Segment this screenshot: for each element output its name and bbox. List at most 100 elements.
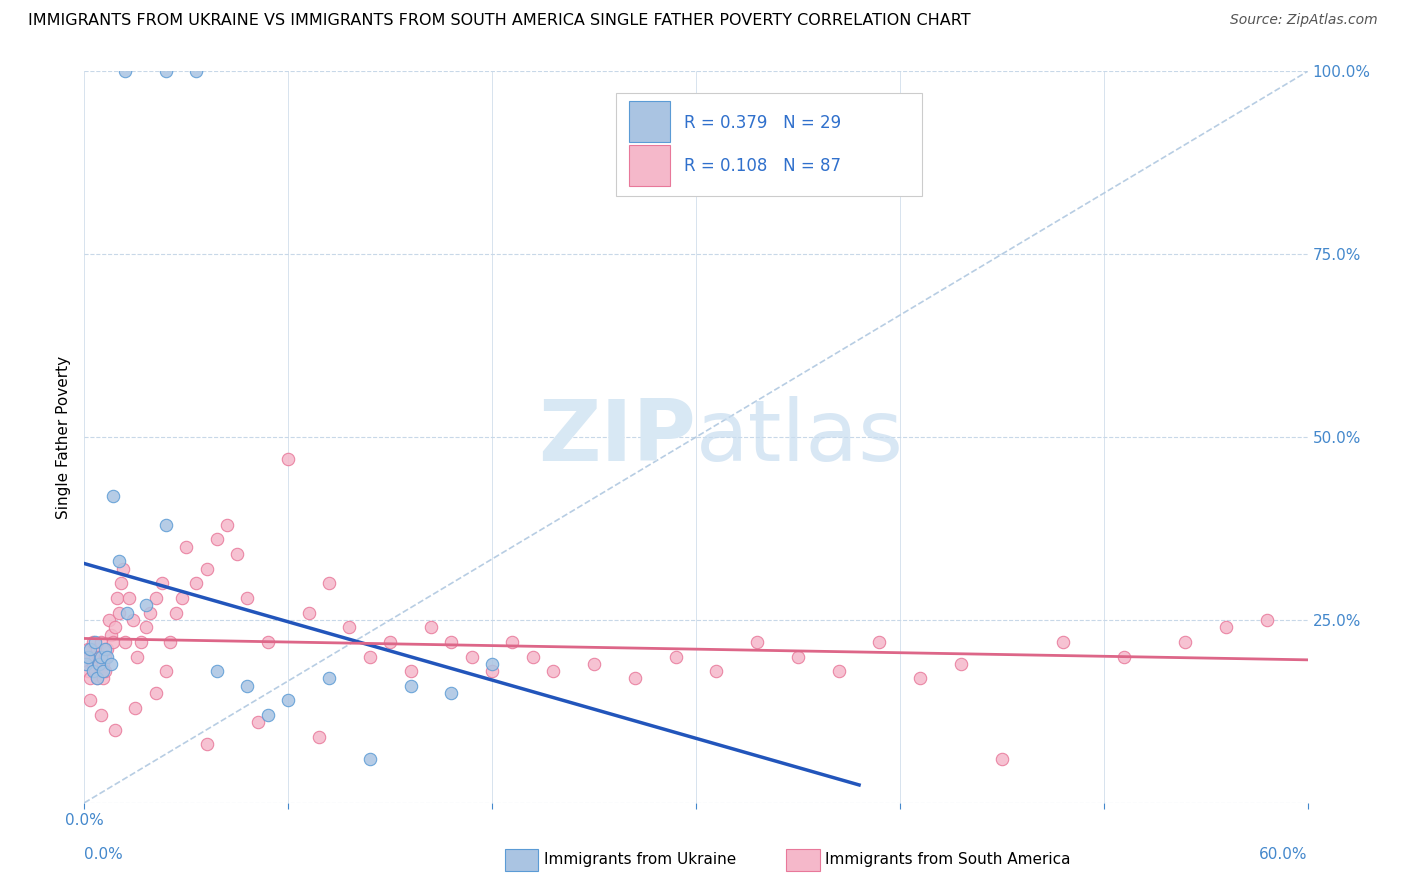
Point [91,672,114,686]
Point [186,64,208,78]
Point [110,576,132,591]
Point [90,708,112,723]
Text: atlas: atlas [696,395,904,479]
Point [86,642,108,657]
Point [79,642,101,657]
Point [114,635,136,649]
Point [246,715,269,730]
Point [205,664,228,678]
Point [97,613,120,627]
Point [96,642,118,657]
Y-axis label: Single Father Poverty: Single Father Poverty [56,356,72,518]
Point [787,649,810,664]
Point [87,657,110,671]
Point [318,672,340,686]
Point [308,730,330,744]
Point [1174,635,1197,649]
Point [127,649,149,664]
Point [108,606,131,620]
Point [155,517,177,532]
Point [1256,613,1278,627]
Point [205,533,228,547]
Point [100,657,122,671]
Point [186,576,208,591]
Point [1215,620,1237,634]
Point [115,606,138,620]
FancyBboxPatch shape [616,94,922,195]
Point [87,649,110,664]
Point [318,576,340,591]
Point [150,576,173,591]
Text: Immigrants from South America: Immigrants from South America [825,853,1071,867]
Point [665,649,688,664]
Point [1114,649,1136,664]
Point [165,606,187,620]
Point [236,591,259,605]
Point [910,672,932,686]
Point [624,672,647,686]
Point [114,64,136,78]
Point [174,540,197,554]
Point [502,635,524,649]
FancyBboxPatch shape [628,102,671,143]
Point [155,664,177,678]
Point [135,620,157,634]
Point [461,649,484,664]
Point [90,649,112,664]
Point [236,679,259,693]
Text: 60.0%: 60.0% [1260,847,1308,862]
Point [79,672,101,686]
Text: ZIP: ZIP [538,395,696,479]
Point [104,620,127,634]
Point [1052,635,1074,649]
Point [87,657,110,671]
Point [257,635,280,649]
Point [747,635,769,649]
Point [522,649,544,664]
Point [399,679,422,693]
Point [77,642,100,657]
Point [105,591,128,605]
Point [380,635,402,649]
Point [481,664,503,678]
Point [93,642,115,657]
Point [399,664,422,678]
Point [543,664,565,678]
Point [277,693,299,707]
Point [257,708,280,723]
Point [359,649,381,664]
Point [145,686,167,700]
Point [77,649,100,664]
Point [104,723,127,737]
Point [138,606,160,620]
Point [195,737,218,751]
Point [101,489,124,503]
Text: IMMIGRANTS FROM UKRAINE VS IMMIGRANTS FROM SOUTH AMERICA SINGLE FATHER POVERTY C: IMMIGRANTS FROM UKRAINE VS IMMIGRANTS FR… [28,13,970,29]
Point [118,591,141,605]
Point [420,620,443,634]
Point [583,657,606,671]
Text: 0.0%: 0.0% [84,847,124,862]
Point [82,657,104,671]
Point [217,517,239,532]
Point [339,620,361,634]
Point [440,635,463,649]
Point [83,649,105,664]
Point [440,686,463,700]
Point [131,635,153,649]
Point [101,635,124,649]
Point [75,657,97,671]
Point [79,693,101,707]
Point [93,649,115,664]
Point [481,657,503,671]
Point [100,627,122,641]
Point [86,672,108,686]
Point [90,664,112,678]
Text: Source: ZipAtlas.com: Source: ZipAtlas.com [1230,13,1378,28]
Point [77,664,100,678]
Point [869,635,891,649]
Point [828,664,851,678]
Point [90,635,112,649]
Point [226,547,249,561]
Point [159,635,181,649]
